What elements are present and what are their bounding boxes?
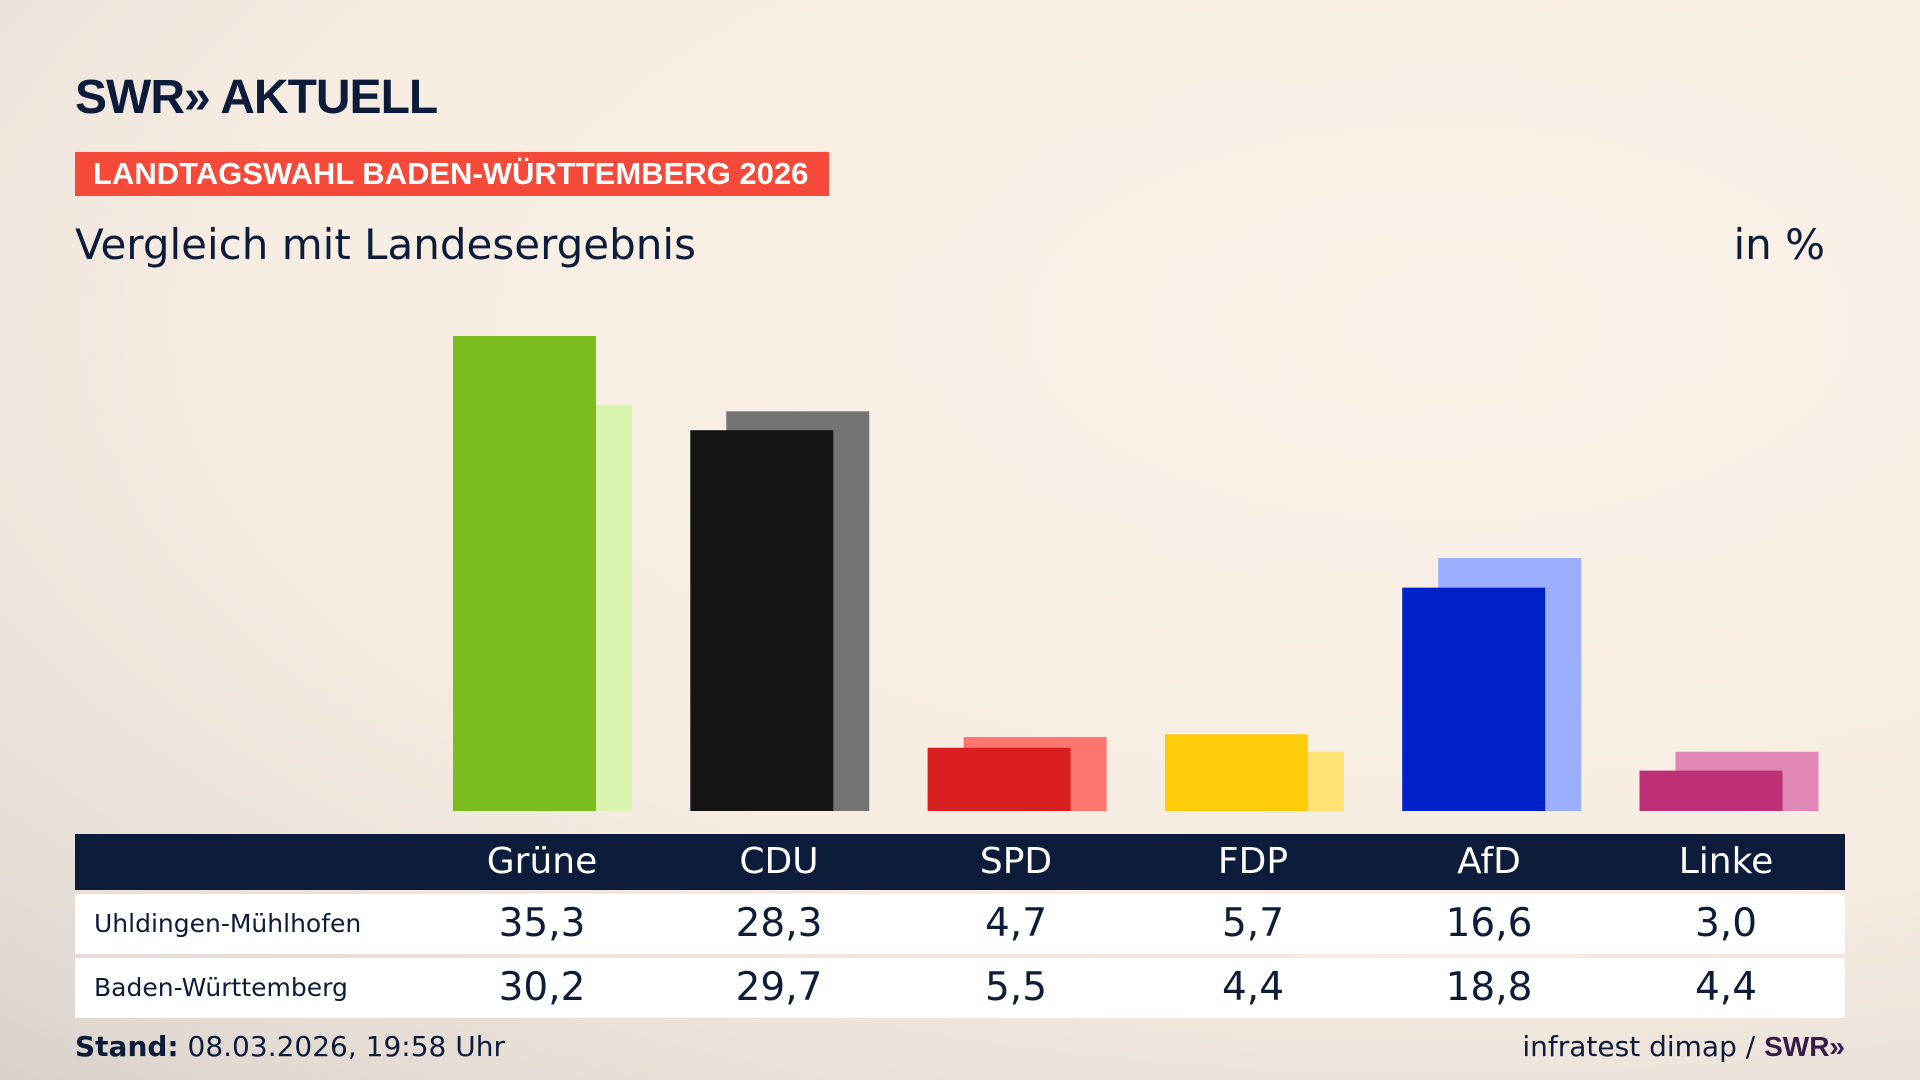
results-table: Grüne CDU SPD FDP AfD Linke Uhldingen-Mühlhof… bbox=[75, 834, 1845, 1018]
timestamp: Stand: 08.03.2026, 19:58 Uhr bbox=[75, 1030, 505, 1063]
table-cell: 4,7 bbox=[984, 901, 1048, 946]
table-cell: 29,7 bbox=[735, 965, 823, 1010]
table-cell: 4,4 bbox=[1221, 965, 1285, 1010]
election-banner: LANDTAGSWAHL BADEN-WÜRTTEMBERG 2026 bbox=[75, 152, 829, 196]
bar-cdu-local bbox=[690, 430, 834, 811]
table-row: Baden-Württemberg 30,2 29,7 5,5 4,4 18,8 4,4 bbox=[75, 958, 1845, 1018]
source-text: infratest dimap / bbox=[1522, 1030, 1756, 1063]
table-cell: 5,5 bbox=[984, 965, 1048, 1010]
column-header: AfD bbox=[1457, 841, 1521, 882]
bar-grüne-local bbox=[453, 336, 596, 811]
bar-afd-local bbox=[1402, 587, 1546, 811]
table-cell: 3,0 bbox=[1694, 901, 1758, 946]
table-cell: 5,7 bbox=[1221, 901, 1285, 946]
table-header: Grüne CDU SPD FDP AfD Linke bbox=[75, 834, 1845, 890]
swr-aktuell-logo: SWR» AKTUELL bbox=[75, 71, 438, 124]
table-cell: 35,3 bbox=[498, 901, 586, 946]
row-label: Uhldingen-Mühlhofen bbox=[94, 909, 362, 938]
stand-value: 08.03.2026, 19:58 Uhr bbox=[187, 1030, 505, 1063]
table-cell: 28,3 bbox=[735, 901, 823, 946]
row-label: Baden-Württemberg bbox=[94, 973, 348, 1002]
column-header: Linke bbox=[1678, 841, 1774, 882]
unit-label: in % bbox=[1733, 220, 1825, 269]
source: infratest dimap / SWR» bbox=[1522, 1030, 1845, 1063]
table-row: Uhldingen-Mühlhofen 35,3 28,3 4,7 5,7 16,6 3,… bbox=[75, 894, 1845, 954]
table-cell: 30,2 bbox=[498, 965, 586, 1010]
column-header: FDP bbox=[1217, 841, 1289, 882]
table-cell: 4,4 bbox=[1694, 965, 1758, 1010]
chart-subtitle: Vergleich mit Landesergebnis bbox=[75, 220, 696, 269]
table-cell: 16,6 bbox=[1445, 901, 1533, 946]
column-header: SPD bbox=[979, 841, 1053, 882]
swr-logo: SWR» bbox=[1764, 1031, 1845, 1062]
bar-spd-local bbox=[927, 747, 1071, 811]
bar-chart bbox=[453, 336, 1819, 811]
bar-linke-local bbox=[1639, 770, 1783, 811]
column-header: CDU bbox=[739, 841, 819, 882]
table-cell: 18,8 bbox=[1445, 965, 1533, 1010]
bar-fdp-local bbox=[1164, 734, 1308, 811]
stand-label: Stand: bbox=[75, 1030, 179, 1063]
column-header: Grüne bbox=[486, 841, 598, 882]
